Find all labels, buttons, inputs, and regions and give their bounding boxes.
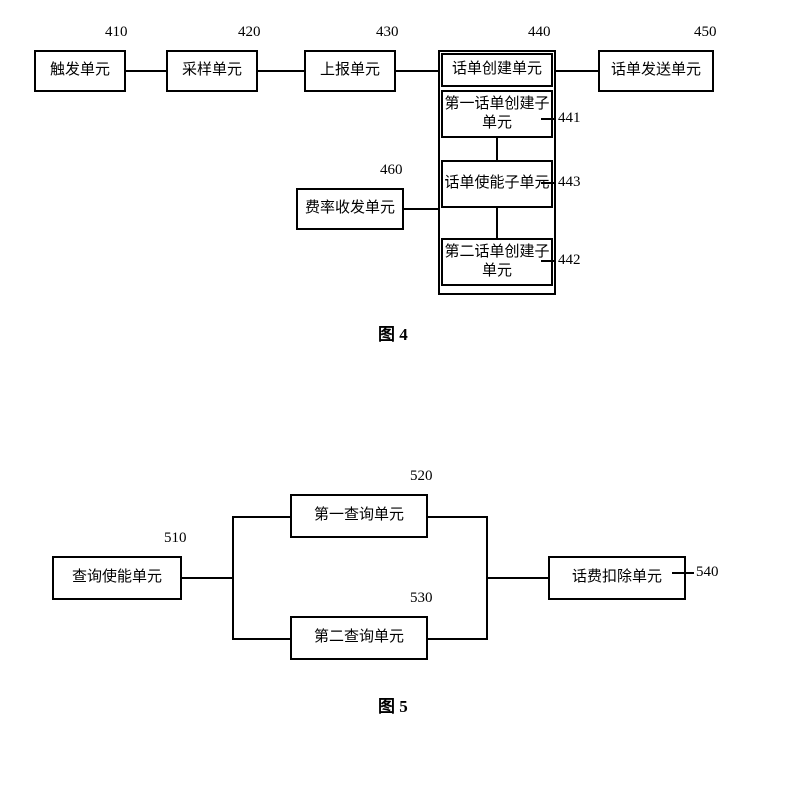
block-442-text: 第二话单创建子单元: [443, 243, 551, 282]
block-442: 第二话单创建子单元: [441, 238, 553, 286]
connector: [556, 70, 598, 72]
label-441: 441: [558, 110, 581, 127]
connector: [126, 70, 166, 72]
block-443: 话单使能子单元: [441, 160, 553, 208]
label-420: 420: [238, 24, 261, 41]
block-450: 话单发送单元: [598, 50, 714, 92]
block-410: 触发单元: [34, 50, 126, 92]
label-520: 520: [410, 468, 433, 485]
connector: [182, 577, 232, 579]
block-440: 话单创建单元: [441, 53, 553, 87]
label-540: 540: [696, 564, 719, 581]
block-510: 查询使能单元: [52, 556, 182, 600]
block-410-text: 触发单元: [50, 61, 110, 81]
label-442: 442: [558, 252, 581, 269]
label-430: 430: [376, 24, 399, 41]
block-530-text: 第二查询单元: [314, 628, 404, 648]
block-520: 第一查询单元: [290, 494, 428, 538]
block-441: 第一话单创建子单元: [441, 90, 553, 138]
block-430: 上报单元: [304, 50, 396, 92]
block-430-text: 上报单元: [320, 61, 380, 81]
label-tick: [541, 260, 556, 262]
connector: [496, 208, 498, 238]
block-520-text: 第一查询单元: [314, 506, 404, 526]
connector: [258, 70, 304, 72]
connector: [404, 208, 438, 210]
block-460: 费率收发单元: [296, 188, 404, 230]
connector: [396, 70, 438, 72]
figure4-caption: 图 4: [378, 320, 408, 345]
block-540: 话费扣除单元: [548, 556, 686, 600]
label-510: 510: [164, 530, 187, 547]
connector: [232, 516, 234, 640]
block-443-text: 话单使能子单元: [444, 174, 549, 194]
block-540-text: 话费扣除单元: [572, 568, 662, 588]
label-tick: [150, 556, 151, 558]
label-530: 530: [410, 590, 433, 607]
block-440-text: 话单创建单元: [452, 60, 542, 80]
connector: [232, 516, 290, 518]
block-530: 第二查询单元: [290, 616, 428, 660]
label-440: 440: [528, 24, 551, 41]
connector: [496, 138, 498, 160]
connector: [428, 516, 486, 518]
connector: [428, 638, 486, 640]
label-450: 450: [694, 24, 717, 41]
label-410: 410: [105, 24, 128, 41]
label-tick: [541, 182, 556, 184]
block-420: 采样单元: [166, 50, 258, 92]
block-510-text: 查询使能单元: [72, 568, 162, 588]
connector: [232, 638, 290, 640]
label-tick: [672, 572, 694, 574]
connector: [486, 577, 548, 579]
label-460: 460: [380, 162, 403, 179]
block-450-text: 话单发送单元: [611, 61, 701, 81]
label-443: 443: [558, 174, 581, 191]
block-420-text: 采样单元: [182, 61, 242, 81]
figure5-caption: 图 5: [378, 692, 408, 717]
block-441-text: 第一话单创建子单元: [443, 95, 551, 134]
block-460-text: 费率收发单元: [305, 199, 395, 219]
label-tick: [541, 118, 556, 120]
